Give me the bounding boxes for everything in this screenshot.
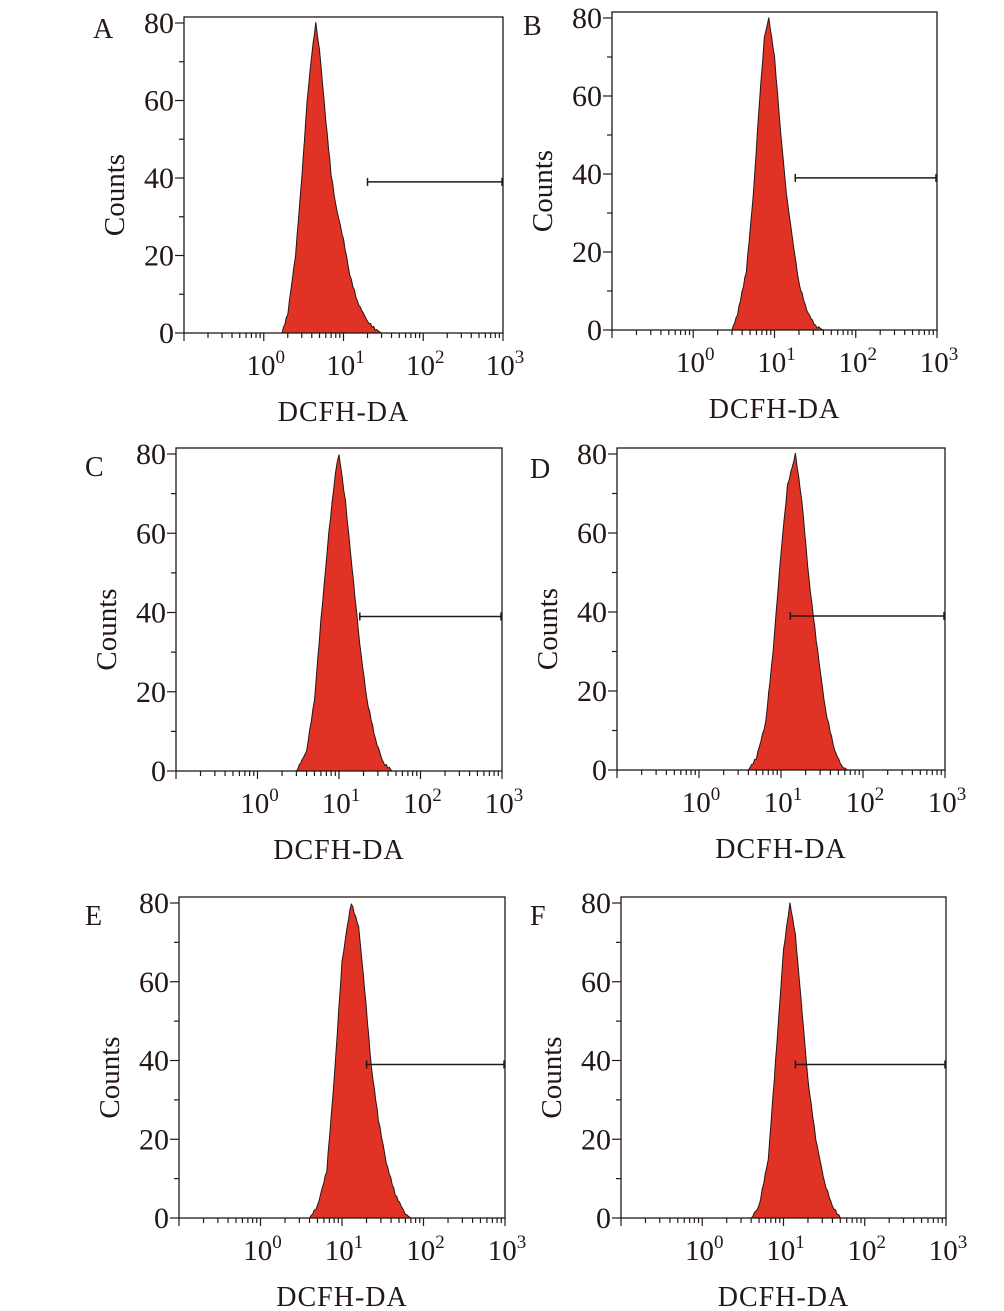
y-tick-label: 40: [572, 158, 602, 191]
histogram-area: [747, 452, 850, 771]
y-tick-label: 20: [139, 1123, 169, 1156]
y-axis-label: Counts: [94, 1036, 126, 1118]
x-tick-label: 100: [240, 785, 279, 820]
x-tick-label: 103: [928, 784, 967, 819]
y-tick-label: 0: [592, 754, 607, 787]
y-tick-label: 40: [144, 162, 174, 195]
y-tick-label: 20: [144, 240, 174, 273]
histogram-area: [296, 454, 394, 772]
x-tick-label: 101: [766, 1232, 805, 1267]
y-tick-label: 40: [581, 1045, 611, 1078]
x-tick-label: 101: [325, 1232, 364, 1267]
x-tick-label: 101: [322, 785, 361, 820]
y-tick-label: 40: [139, 1045, 169, 1078]
panel-letter: A: [93, 14, 114, 45]
y-tick-label: 20: [581, 1123, 611, 1156]
x-tick-label: 100: [247, 347, 286, 382]
x-tick-label: 100: [685, 1232, 724, 1267]
panel-c: 0 20 40 60 80 100 101 102 103 DCFH-DA Counts C: [85, 438, 523, 866]
panel-letter: E: [85, 901, 102, 932]
x-axis-label: DCFH-DA: [709, 394, 840, 425]
x-axis-label: DCFH-DA: [715, 834, 846, 865]
y-axis-label: Counts: [527, 150, 559, 232]
y-tick-label: 20: [577, 675, 607, 708]
y-tick-label: 60: [581, 966, 611, 999]
x-axis-label: DCFH-DA: [278, 397, 409, 428]
x-tick-label: 102: [403, 785, 442, 820]
y-tick-label: 80: [581, 887, 611, 920]
x-axis-label: DCFH-DA: [276, 1282, 407, 1311]
y-tick-label: 40: [136, 597, 166, 630]
y-axis-label: Counts: [91, 588, 123, 670]
y-tick-label: 20: [136, 676, 166, 709]
x-tick-label: 101: [326, 347, 365, 382]
y-tick-label: 0: [596, 1202, 611, 1235]
y-tick-label: 80: [572, 2, 602, 35]
x-tick-label: 101: [764, 784, 803, 819]
x-tick-label: 102: [406, 347, 445, 382]
panel-letter: C: [85, 452, 104, 483]
y-tick-label: 80: [144, 7, 174, 40]
panel-d: 0 20 40 60 80 100 101 102 103 DCFH-DA Counts D: [530, 438, 966, 865]
x-tick-label: 103: [486, 347, 525, 382]
x-tick-label: 103: [488, 1232, 527, 1267]
y-tick-label: 0: [587, 314, 602, 347]
panel-letter: D: [530, 454, 550, 485]
panel-b: 0 20 40 60 80 100 101 102 103 DCFH-DA Counts B: [523, 2, 958, 425]
x-tick-label: 103: [920, 344, 959, 379]
y-axis-label: Counts: [536, 1036, 568, 1118]
panel-letter: B: [523, 11, 542, 42]
y-axis-label: Counts: [99, 154, 131, 236]
histogram-area: [731, 17, 824, 331]
x-tick-label: 102: [848, 1232, 887, 1267]
y-tick-label: 0: [154, 1202, 169, 1235]
x-tick-label: 100: [676, 344, 715, 379]
y-tick-label: 80: [139, 887, 169, 920]
panel-f: 0 20 40 60 80 100 101 102 103 DCFH-DA Counts F: [530, 887, 967, 1311]
histogram-area: [309, 902, 413, 1219]
x-tick-label: 100: [682, 784, 721, 819]
panel-a: 0 20 40 60 80 100 101 102 103 DCFH-DA Counts A: [93, 7, 524, 428]
x-tick-label: 102: [839, 344, 878, 379]
histogram-area: [750, 902, 842, 1219]
y-tick-label: 80: [577, 438, 607, 471]
y-tick-label: 60: [139, 966, 169, 999]
y-tick-label: 20: [572, 236, 602, 269]
panel-e: 0 20 40 60 80 100 101 102 103 DCFH-DA Counts E: [85, 887, 526, 1311]
y-tick-label: 60: [577, 517, 607, 550]
panel-letter: F: [530, 901, 546, 932]
x-axis-label: DCFH-DA: [273, 835, 404, 866]
x-tick-label: 102: [846, 784, 885, 819]
y-tick-label: 60: [136, 517, 166, 550]
y-tick-label: 60: [144, 85, 174, 118]
y-tick-label: 80: [136, 438, 166, 471]
y-tick-label: 0: [159, 317, 174, 350]
x-tick-label: 103: [485, 785, 524, 820]
y-axis-label: Counts: [532, 588, 564, 670]
x-tick-label: 100: [243, 1232, 282, 1267]
x-tick-label: 102: [406, 1232, 445, 1267]
y-tick-label: 40: [577, 596, 607, 629]
histogram-area: [281, 22, 384, 334]
x-tick-label: 101: [757, 344, 796, 379]
x-tick-label: 103: [929, 1232, 968, 1267]
y-tick-label: 60: [572, 80, 602, 113]
x-axis-label: DCFH-DA: [718, 1282, 849, 1311]
y-tick-label: 0: [151, 755, 166, 788]
